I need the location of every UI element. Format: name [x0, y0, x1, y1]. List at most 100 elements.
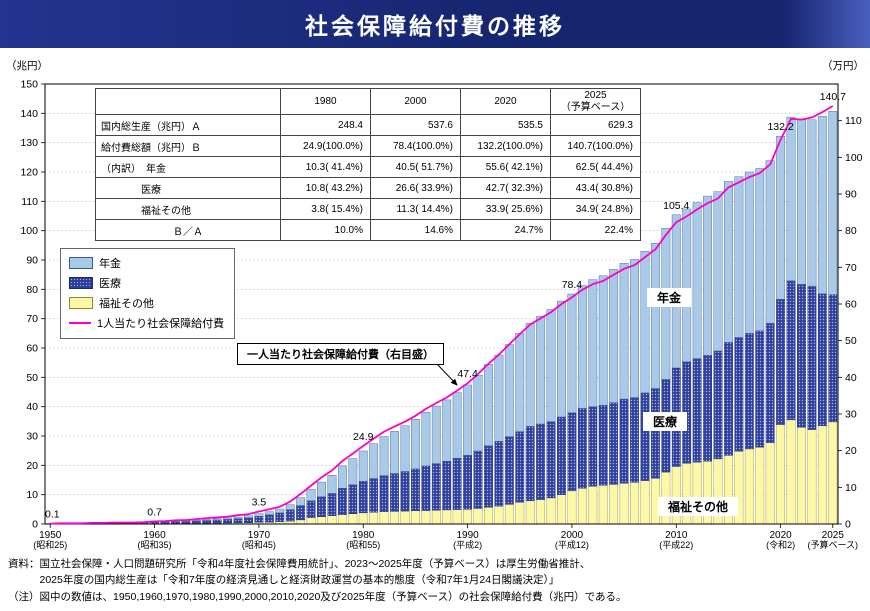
bar-pension [421, 412, 431, 467]
bar-medical [765, 323, 775, 443]
bar-pension [828, 111, 838, 295]
bar-medical [744, 333, 754, 450]
bar-pension [285, 504, 295, 510]
table-cell: 140.7(100.0%) [550, 135, 641, 157]
bar-pension [442, 399, 452, 462]
bar-welfare [557, 494, 566, 525]
bar-medical [567, 412, 577, 492]
table-row-label: 給付費総額（兆円）Ｂ [95, 135, 281, 157]
table-cell: 11.3( 14.4%) [370, 198, 461, 220]
right-tick-label: 40 [845, 372, 857, 384]
bar-welfare [598, 485, 608, 525]
table-header-row: 1980 2000 2020 2025 （予算ベース） [95, 88, 641, 115]
bar-medical [212, 519, 222, 524]
bar-welfare [400, 510, 410, 525]
bar-pension [734, 176, 744, 338]
bar-pension [713, 191, 723, 352]
bar-medical [452, 458, 462, 510]
left-tick-label: 40 [26, 401, 38, 413]
bar-medical [525, 426, 535, 502]
left-tick-label: 30 [26, 431, 38, 443]
bar-medical [223, 519, 233, 524]
bar-welfare [536, 499, 546, 525]
bar-medical [431, 463, 441, 511]
bar-medical [734, 337, 744, 452]
legend-swatch-line [69, 322, 91, 324]
bar-pension [650, 243, 660, 389]
bar-medical [296, 505, 306, 521]
bar-welfare [567, 490, 577, 525]
legend: 年金 医療 福祉その他 1人当たり社会保障給付費 [60, 248, 236, 339]
right-tick-label: 0 [845, 519, 851, 531]
bar-pension [171, 521, 180, 523]
callout-arrow [436, 363, 458, 386]
left-tick-label: 120 [20, 167, 38, 179]
x-tick-year: 1970 [248, 530, 271, 541]
point-label: 24.9 [353, 431, 374, 443]
bar-welfare [609, 484, 619, 525]
bar-medical [817, 293, 827, 426]
bar-welfare [640, 480, 650, 525]
bar-medical [515, 431, 525, 503]
table-cell: 78.4(100.0%) [370, 135, 461, 157]
bar-pension [692, 202, 702, 359]
point-label: 0.7 [147, 506, 162, 518]
bar-welfare [755, 446, 765, 525]
table-cell: 248.4 [280, 114, 371, 136]
note-line-2: 2025年度の国内総生産は「令和7年度の経済見通しと経済財政運営の基本的態度（令… [8, 574, 560, 587]
legend-item: 1人当たり社会保障給付費 [69, 315, 224, 331]
line-callout: 一人当たり社会保障給付費（右目盛） [237, 343, 444, 365]
left-axis-unit: （兆円） [6, 60, 48, 72]
right-tick-label: 20 [845, 445, 857, 457]
left-tick-label: 70 [26, 313, 38, 325]
bar-pension [515, 333, 525, 432]
bar-medical [619, 398, 629, 484]
table-row: Ｂ／Ａ 10.0% 14.6% 24.7% 22.4% [95, 219, 641, 241]
table-cell: 14.6% [370, 219, 461, 241]
table-row-label: Ｂ／Ａ [95, 219, 281, 241]
table-col-header: 2025 （予算ベース） [550, 88, 641, 115]
bar-medical [244, 517, 253, 523]
left-tick-label: 140 [20, 108, 38, 120]
bar-welfare [484, 507, 493, 525]
source-notes: 資料：国立社会保障・人口問題研究所「令和4年度社会保障費用統計」、2023～20… [8, 556, 627, 605]
bar-welfare [369, 512, 379, 525]
table-cell: 42.7( 32.3%) [460, 177, 551, 199]
bar-medical [797, 284, 806, 428]
bar-pension [473, 375, 483, 452]
point-label: 78.4 [562, 279, 583, 291]
legend-swatch-welfare [69, 297, 93, 309]
bar-pension [369, 443, 379, 479]
bar-welfare [588, 485, 598, 525]
point-label: 3.5 [252, 497, 267, 509]
table-cell: 132.2(100.0%) [460, 135, 551, 157]
bar-medical [807, 285, 817, 430]
page-title: 社会保障給付費の推移 [305, 13, 565, 39]
x-tick-year: 2000 [561, 530, 584, 541]
bar-medical [504, 436, 514, 505]
table-row-label: 国内総生産（兆円）Ａ [95, 114, 281, 136]
right-tick-label: 80 [845, 225, 857, 237]
table-col-header: 2000 [370, 88, 461, 115]
bar-welfare [296, 519, 306, 525]
table-cell: 24.7% [460, 219, 551, 241]
table-cell: 535.5 [460, 114, 551, 136]
bar-welfare [619, 483, 629, 525]
bar-pension [807, 119, 817, 287]
bar-welfare [546, 497, 556, 525]
bar-welfare [525, 500, 535, 525]
bar-pension [546, 309, 556, 422]
bar-medical [421, 465, 431, 511]
bar-welfare [379, 511, 389, 525]
left-tick-label: 100 [20, 225, 38, 237]
bar-pension [797, 119, 806, 285]
bar-medical [776, 299, 786, 425]
x-tick-year: 1950 [39, 530, 62, 541]
bar-welfare [504, 504, 514, 525]
bar-pension [275, 508, 285, 514]
table-row-label: 医療 [95, 177, 281, 199]
bar-pension [212, 518, 222, 521]
right-tick-label: 30 [845, 409, 857, 421]
bar-medical [703, 355, 712, 462]
bar-medical [598, 405, 608, 486]
